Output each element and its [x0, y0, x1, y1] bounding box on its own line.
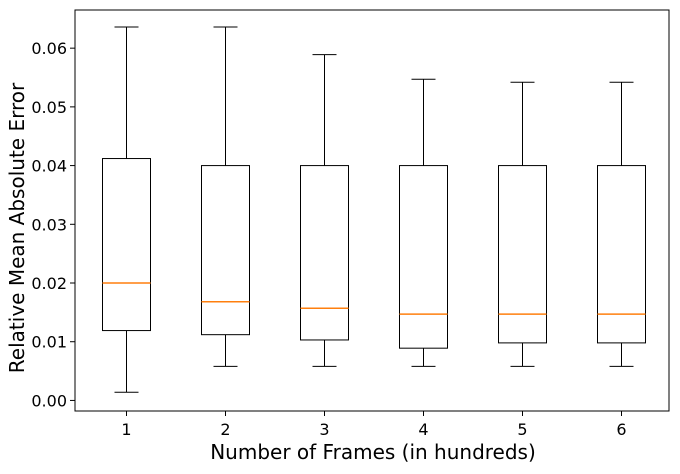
y-tick-label: 0.06 — [31, 39, 67, 58]
x-tick-label: 6 — [616, 420, 626, 439]
plot-frame — [74, 9, 670, 412]
box-body — [300, 165, 349, 341]
y-tick-label: 0.01 — [31, 333, 67, 352]
box-body — [498, 165, 547, 344]
box-group — [300, 54, 349, 367]
y-axis-title: Relative Mean Absolute Error — [5, 82, 29, 373]
box-body — [201, 165, 250, 336]
box-body — [399, 165, 448, 349]
box-body — [597, 165, 646, 344]
y-tick-label: 0.00 — [31, 391, 67, 410]
y-tick-label: 0.04 — [31, 157, 67, 176]
box-group — [498, 81, 547, 367]
box-group — [399, 78, 448, 367]
x-tick-label: 2 — [220, 420, 230, 439]
y-axis: 0.00 0.01 0.02 0.03 0.04 0.05 0.06 — [31, 39, 75, 410]
x-tick-label: 4 — [418, 420, 428, 439]
x-axis-title: Number of Frames (in hundreds) — [210, 440, 536, 464]
box-group — [102, 26, 151, 393]
box-group — [201, 26, 250, 367]
x-tick-label: 5 — [517, 420, 527, 439]
box-body — [102, 158, 151, 332]
y-tick-label: 0.03 — [31, 215, 67, 234]
y-tick-label: 0.05 — [31, 98, 67, 117]
box-group — [597, 81, 646, 367]
x-axis: 1 2 3 4 5 6 — [121, 411, 627, 439]
x-tick-label: 1 — [121, 420, 131, 439]
x-tick-label: 3 — [319, 420, 329, 439]
plot-area — [74, 9, 670, 412]
y-tick-label: 0.02 — [31, 274, 67, 293]
